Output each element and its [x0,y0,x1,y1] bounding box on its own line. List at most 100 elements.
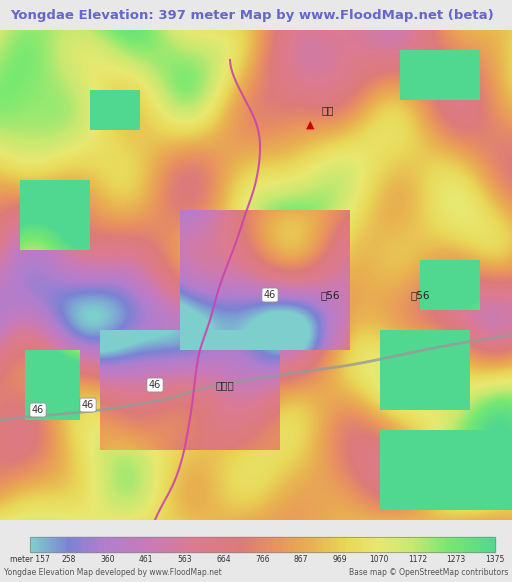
Bar [44,537,46,552]
Bar [467,537,470,552]
Bar [193,537,195,552]
Bar [393,537,395,552]
Text: 46: 46 [264,290,276,300]
Bar [232,537,234,552]
Text: 664: 664 [216,555,231,564]
Bar [104,537,106,552]
Bar [253,537,255,552]
Bar [337,537,339,552]
Bar [109,537,112,552]
Bar [444,537,446,552]
Bar [118,537,121,552]
Bar [35,537,37,552]
Bar [135,537,137,552]
Bar [167,537,169,552]
Bar [37,537,39,552]
Bar [372,537,374,552]
Bar [274,537,276,552]
Bar [169,537,172,552]
Bar [488,537,490,552]
Bar [407,537,409,552]
Bar [51,537,53,552]
Text: 46: 46 [32,405,44,415]
Bar [386,537,388,552]
Text: 969: 969 [333,555,347,564]
Text: Base map © OpenStreetMap contributors: Base map © OpenStreetMap contributors [349,568,508,577]
Bar [179,537,181,552]
Bar [209,537,211,552]
Bar [269,537,272,552]
Bar [32,537,35,552]
Bar [142,537,144,552]
Bar [339,537,342,552]
Text: Yongdae Elevation Map developed by www.FloodMap.net: Yongdae Elevation Map developed by www.F… [4,568,222,577]
Bar [323,537,325,552]
Bar [370,537,372,552]
Bar [325,537,328,552]
Text: 258: 258 [61,555,76,564]
Bar [316,537,318,552]
Bar [351,537,353,552]
Bar [248,537,251,552]
Bar [439,537,441,552]
Bar [328,537,330,552]
Bar [321,537,323,552]
Bar [97,537,100,552]
Bar [458,537,460,552]
Text: 766: 766 [255,555,270,564]
Bar [223,537,225,552]
Text: 1273: 1273 [446,555,466,564]
Bar [365,537,367,552]
Bar [367,537,370,552]
Bar [293,537,295,552]
Bar [56,537,58,552]
Bar [156,537,158,552]
Bar [437,537,439,552]
Bar [309,537,311,552]
Text: 지56: 지56 [410,290,430,300]
Bar [137,537,139,552]
Bar [493,537,495,552]
Bar [114,537,116,552]
Bar [272,537,274,552]
Bar [195,537,198,552]
Bar [214,537,216,552]
Bar [307,537,309,552]
Bar [148,537,151,552]
Bar [288,537,290,552]
Bar [93,537,95,552]
Bar [453,537,456,552]
Bar [263,537,265,552]
Bar [383,537,386,552]
Bar [376,537,379,552]
Bar [481,537,483,552]
Bar [91,537,93,552]
Text: 360: 360 [100,555,115,564]
Bar [144,537,146,552]
Bar [330,537,332,552]
Bar [258,537,260,552]
Bar [425,537,428,552]
Bar [30,537,495,552]
Bar [355,537,358,552]
Bar [246,537,248,552]
Bar [239,537,242,552]
Bar [225,537,228,552]
Bar [100,537,102,552]
Bar [390,537,393,552]
Bar [290,537,293,552]
Bar [83,537,86,552]
Bar [88,537,91,552]
Bar [411,537,414,552]
Bar [379,537,381,552]
Bar [146,537,148,552]
Bar [81,537,83,552]
Bar [362,537,365,552]
Bar [276,537,279,552]
Bar [41,537,44,552]
Bar [153,537,156,552]
Bar [456,537,458,552]
Bar [423,537,425,552]
Bar [188,537,190,552]
Bar [58,537,60,552]
